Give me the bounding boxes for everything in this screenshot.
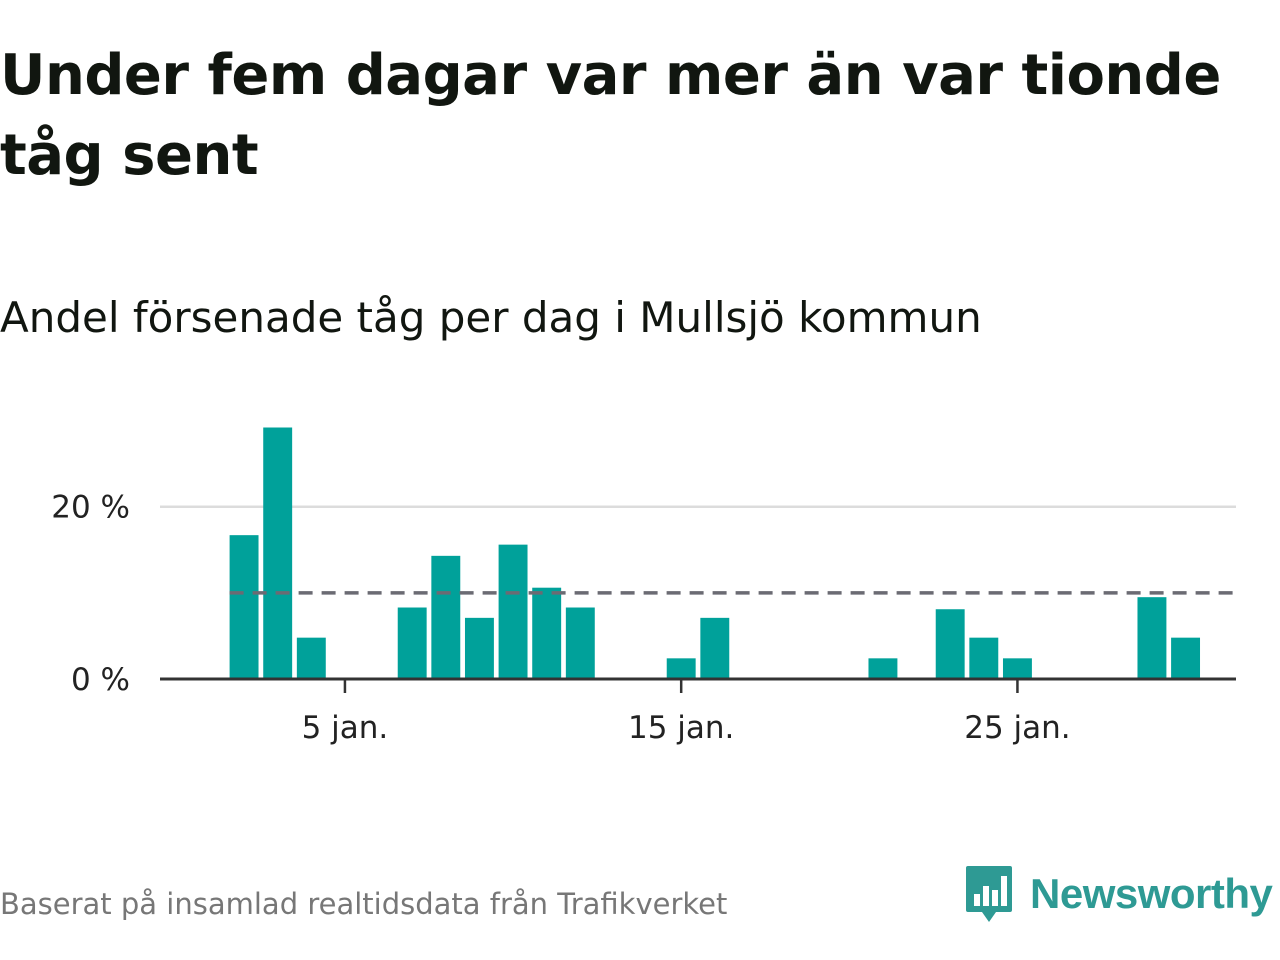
bar bbox=[1002, 658, 1032, 679]
bars bbox=[229, 427, 1201, 679]
bar bbox=[969, 637, 999, 679]
bar bbox=[868, 658, 898, 679]
bar bbox=[229, 535, 259, 679]
chart-title: Under fem dagar var mer än var tionde tå… bbox=[0, 43, 1221, 188]
y-tick-label: 0 % bbox=[71, 662, 130, 698]
chart-subtitle: Andel försenade tåg per dag i Mullsjö ko… bbox=[0, 293, 982, 342]
x-tick-label: 25 jan. bbox=[964, 710, 1070, 746]
bar bbox=[935, 609, 965, 679]
bar bbox=[263, 427, 293, 679]
bar bbox=[397, 607, 427, 679]
y-tick-label: 20 % bbox=[51, 490, 130, 526]
bar bbox=[431, 555, 461, 679]
brand-name: Newsworthy bbox=[1030, 870, 1273, 917]
bar bbox=[1137, 597, 1167, 679]
source-note: Baserat på insamlad realtidsdata från Tr… bbox=[0, 887, 728, 921]
bar bbox=[532, 587, 562, 679]
bar bbox=[666, 658, 696, 679]
x-tick-label: 15 jan. bbox=[628, 710, 734, 746]
bar bbox=[700, 617, 730, 679]
x-tick-label: 5 jan. bbox=[302, 710, 389, 746]
brand-logo: Newsworthy bbox=[964, 864, 1273, 924]
bar-chart-speech-bubble-icon bbox=[966, 866, 1012, 922]
axes: 0 % 20 % 5 jan. 15 jan. 25 jan. bbox=[51, 490, 1236, 746]
bar bbox=[498, 544, 528, 679]
bar bbox=[565, 607, 595, 679]
bar bbox=[296, 637, 326, 679]
bar bbox=[1171, 637, 1201, 679]
bar bbox=[464, 617, 494, 679]
